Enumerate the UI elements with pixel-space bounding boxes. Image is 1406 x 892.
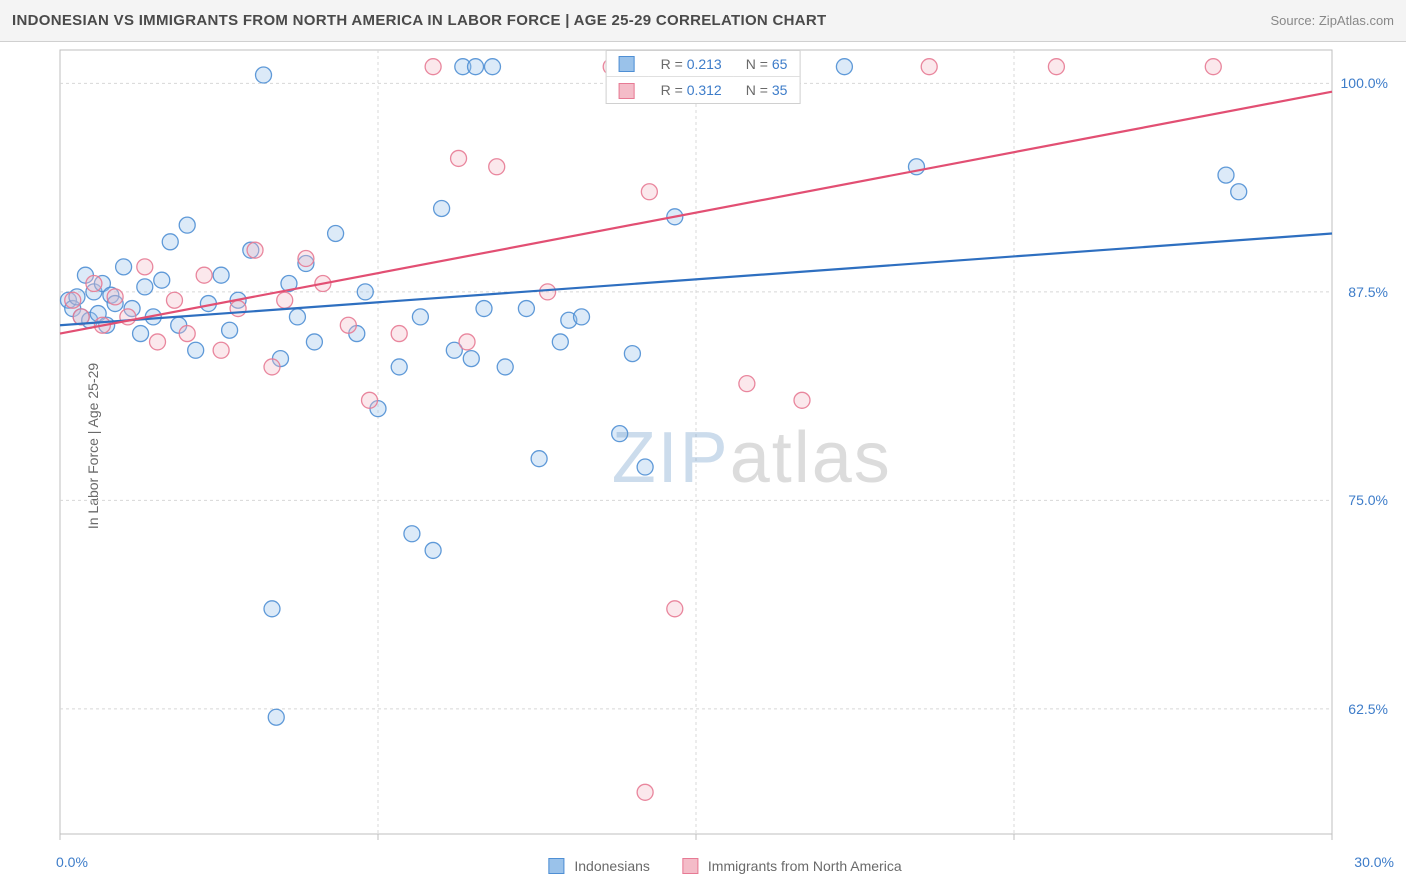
x-tick-min: 0.0% bbox=[56, 854, 88, 870]
point-immigrants_na bbox=[65, 292, 81, 308]
x-axis-area: 0.0% 30.0% Indonesians Immigrants from N… bbox=[56, 842, 1394, 892]
r-value-1: 0.312 bbox=[687, 82, 722, 98]
point-indonesians bbox=[289, 309, 305, 325]
n-value-0: 65 bbox=[772, 56, 788, 72]
legend-bottom-swatch-0 bbox=[548, 858, 564, 874]
point-indonesians bbox=[328, 225, 344, 241]
x-tick-max: 30.0% bbox=[1354, 854, 1394, 870]
legend-bottom: Indonesians Immigrants from North Americ… bbox=[548, 858, 901, 874]
n-value-1: 35 bbox=[772, 82, 788, 98]
r-prefix-1: R = bbox=[661, 82, 683, 98]
point-indonesians bbox=[612, 426, 628, 442]
point-indonesians bbox=[188, 342, 204, 358]
r-value-0: 0.213 bbox=[687, 56, 722, 72]
point-immigrants_na bbox=[107, 289, 123, 305]
scatter-svg bbox=[56, 42, 1394, 842]
legend-bottom-item-1: Immigrants from North America bbox=[682, 858, 902, 874]
point-indonesians bbox=[1218, 167, 1234, 183]
point-indonesians bbox=[222, 322, 238, 338]
point-indonesians bbox=[624, 346, 640, 362]
point-immigrants_na bbox=[362, 392, 378, 408]
point-immigrants_na bbox=[921, 59, 937, 75]
point-indonesians bbox=[264, 601, 280, 617]
point-indonesians bbox=[357, 284, 373, 300]
point-immigrants_na bbox=[1048, 59, 1064, 75]
point-indonesians bbox=[268, 709, 284, 725]
point-immigrants_na bbox=[298, 251, 314, 267]
legend-top-row-0: R = 0.213 N = 65 bbox=[607, 51, 800, 77]
point-indonesians bbox=[306, 334, 322, 350]
r-prefix-0: R = bbox=[661, 56, 683, 72]
point-immigrants_na bbox=[86, 276, 102, 292]
point-immigrants_na bbox=[637, 784, 653, 800]
point-indonesians bbox=[552, 334, 568, 350]
point-indonesians bbox=[412, 309, 428, 325]
point-indonesians bbox=[154, 272, 170, 288]
point-immigrants_na bbox=[459, 334, 475, 350]
legend-bottom-item-0: Indonesians bbox=[548, 858, 650, 874]
point-indonesians bbox=[213, 267, 229, 283]
point-indonesians bbox=[468, 59, 484, 75]
point-indonesians bbox=[434, 200, 450, 216]
y-tick-label: 75.0% bbox=[1346, 492, 1390, 508]
point-immigrants_na bbox=[667, 601, 683, 617]
point-indonesians bbox=[133, 326, 149, 342]
y-tick-label: 100.0% bbox=[1339, 75, 1390, 91]
point-immigrants_na bbox=[213, 342, 229, 358]
legend-bottom-label-0: Indonesians bbox=[574, 858, 650, 874]
point-indonesians bbox=[425, 542, 441, 558]
point-immigrants_na bbox=[247, 242, 263, 258]
legend-bottom-label-1: Immigrants from North America bbox=[708, 858, 902, 874]
point-indonesians bbox=[256, 67, 272, 83]
plot-area: ZIPatlas 62.5%75.0%87.5%100.0% bbox=[56, 42, 1394, 842]
legend-swatch-1 bbox=[619, 83, 635, 99]
point-immigrants_na bbox=[451, 150, 467, 166]
point-immigrants_na bbox=[794, 392, 810, 408]
point-indonesians bbox=[1231, 184, 1247, 200]
point-indonesians bbox=[179, 217, 195, 233]
point-immigrants_na bbox=[1205, 59, 1221, 75]
legend-bottom-swatch-1 bbox=[682, 858, 698, 874]
point-immigrants_na bbox=[277, 292, 293, 308]
point-immigrants_na bbox=[196, 267, 212, 283]
point-indonesians bbox=[404, 526, 420, 542]
y-tick-label: 62.5% bbox=[1346, 701, 1390, 717]
point-indonesians bbox=[476, 301, 492, 317]
point-immigrants_na bbox=[540, 284, 556, 300]
point-immigrants_na bbox=[264, 359, 280, 375]
point-immigrants_na bbox=[137, 259, 153, 275]
source-label: Source: ZipAtlas.com bbox=[1270, 13, 1394, 28]
point-indonesians bbox=[574, 309, 590, 325]
point-immigrants_na bbox=[166, 292, 182, 308]
point-indonesians bbox=[137, 279, 153, 295]
point-immigrants_na bbox=[425, 59, 441, 75]
point-indonesians bbox=[497, 359, 513, 375]
chart-title: INDONESIAN VS IMMIGRANTS FROM NORTH AMER… bbox=[12, 12, 827, 29]
point-indonesians bbox=[162, 234, 178, 250]
point-indonesians bbox=[116, 259, 132, 275]
point-immigrants_na bbox=[179, 326, 195, 342]
point-indonesians bbox=[637, 459, 653, 475]
point-indonesians bbox=[518, 301, 534, 317]
legend-swatch-0 bbox=[619, 56, 635, 72]
legend-top-row-1: R = 0.312 N = 35 bbox=[607, 77, 800, 103]
point-indonesians bbox=[391, 359, 407, 375]
point-immigrants_na bbox=[150, 334, 166, 350]
point-indonesians bbox=[836, 59, 852, 75]
point-immigrants_na bbox=[641, 184, 657, 200]
n-prefix-0: N = bbox=[746, 56, 768, 72]
y-tick-label: 87.5% bbox=[1346, 284, 1390, 300]
point-immigrants_na bbox=[340, 317, 356, 333]
point-immigrants_na bbox=[489, 159, 505, 175]
point-indonesians bbox=[531, 451, 547, 467]
point-immigrants_na bbox=[391, 326, 407, 342]
point-indonesians bbox=[463, 351, 479, 367]
n-prefix-1: N = bbox=[746, 82, 768, 98]
point-indonesians bbox=[484, 59, 500, 75]
legend-top: R = 0.213 N = 65 R = 0.312 N = 35 bbox=[606, 50, 801, 104]
title-bar: INDONESIAN VS IMMIGRANTS FROM NORTH AMER… bbox=[0, 0, 1406, 42]
point-immigrants_na bbox=[739, 376, 755, 392]
point-immigrants_na bbox=[230, 301, 246, 317]
